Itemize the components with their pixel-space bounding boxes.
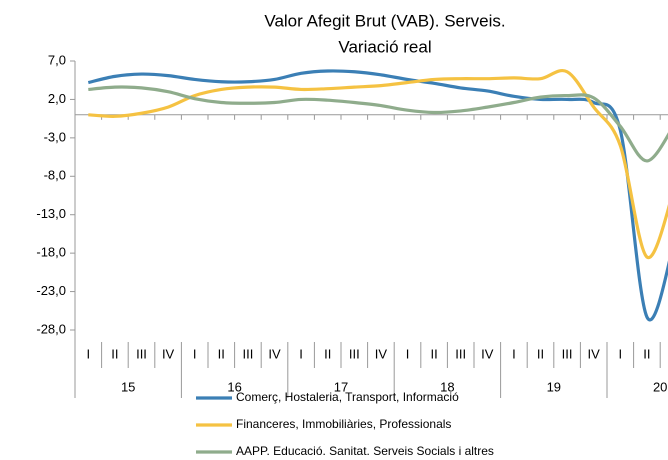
x-tick-label: I xyxy=(193,346,197,361)
group-label: 18 xyxy=(440,379,454,394)
x-tick-label: II xyxy=(430,346,437,361)
x-tick-label: I xyxy=(299,346,303,361)
y-tick-label: -23,0 xyxy=(36,283,66,298)
group-label: 15 xyxy=(121,379,135,394)
y-tick-label: -18,0 xyxy=(36,245,66,260)
x-tick-label: I xyxy=(86,346,90,361)
y-tick-label: -28,0 xyxy=(36,321,66,336)
legend-label: AAPP. Educació. Sanitat. Serveis Socials… xyxy=(236,444,494,458)
y-tick-label: -3,0 xyxy=(44,129,66,144)
series-line xyxy=(87,69,668,322)
x-tick-label: I xyxy=(618,346,622,361)
y-tick-label: 7,0 xyxy=(48,52,66,67)
x-tick-label: III xyxy=(562,346,573,361)
x-tick-label: III xyxy=(455,346,466,361)
x-tick-label: II xyxy=(218,346,225,361)
x-tick-label: II xyxy=(324,346,331,361)
chart-subtitle: Variació real xyxy=(338,37,431,56)
x-tick-label: IV xyxy=(268,346,281,361)
x-tick-label: IV xyxy=(481,346,494,361)
group-label: 16 xyxy=(227,379,241,394)
y-tick-label: 2,0 xyxy=(48,91,66,106)
x-tick-label: II xyxy=(111,346,118,361)
x-tick-label: IV xyxy=(375,346,388,361)
y-tick-label: -13,0 xyxy=(36,206,66,221)
x-tick-label: I xyxy=(406,346,410,361)
group-label: 17 xyxy=(334,379,348,394)
x-tick-label: IV xyxy=(588,346,601,361)
x-tick-label: II xyxy=(643,346,650,361)
x-tick-label: III xyxy=(349,346,360,361)
x-tick-label: II xyxy=(537,346,544,361)
chart-title: Valor Afegit Brut (VAB). Serveis. xyxy=(264,11,505,30)
group-label: 19 xyxy=(547,379,561,394)
legend-label: Financeres, Immobiliàries, Professionals xyxy=(236,417,451,431)
x-tick-label: IV xyxy=(162,346,175,361)
y-tick-label: -8,0 xyxy=(44,168,66,183)
x-tick-label: I xyxy=(512,346,516,361)
legend-label: Comerç, Hostaleria, Transport, Informaci… xyxy=(236,390,459,404)
x-tick-label: III xyxy=(242,346,253,361)
x-tick-label: III xyxy=(136,346,147,361)
series-line xyxy=(88,85,668,163)
group-label: 20 xyxy=(653,379,667,394)
